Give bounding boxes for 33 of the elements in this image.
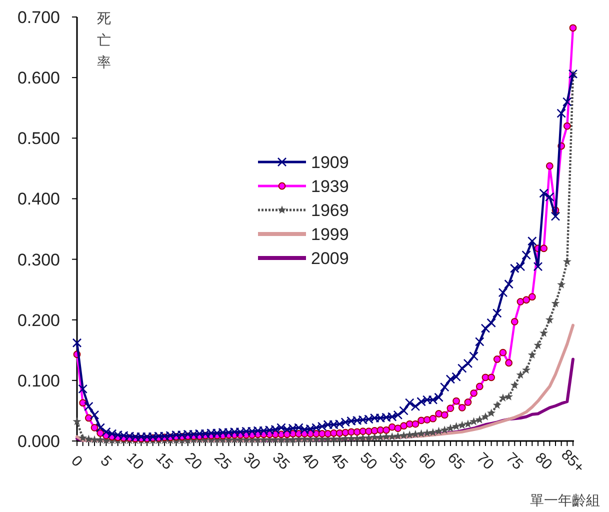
x-tick-label: 30 [240, 449, 264, 474]
x-tick-label: 15 [152, 449, 176, 474]
x-tick-label: 85+ [558, 446, 588, 477]
x-tick-label: 0 [68, 452, 86, 470]
legend-label: 2009 [311, 249, 349, 268]
x-tick-label: 75 [502, 449, 526, 474]
x-tick-label: 60 [414, 449, 439, 474]
legend-label: 1909 [311, 153, 349, 172]
y-tick-label: 0.200 [17, 310, 60, 330]
x-tick-label: 40 [298, 449, 322, 474]
x-tick-label: 55 [386, 449, 410, 474]
y-axis-title: 死亡率 [97, 10, 111, 70]
x-tick-label: 80 [532, 449, 556, 474]
x-axis-title: 單一年齡組 [530, 492, 600, 508]
y-tick-label: 0.400 [17, 190, 60, 209]
x-tick-label: 35 [268, 449, 293, 474]
x-tick-label: 45 [327, 449, 352, 474]
x-tick-label: 70 [473, 449, 498, 474]
x-tick-label: 65 [444, 449, 468, 474]
legend-label: 1999 [311, 225, 349, 244]
legend-label: 1939 [311, 177, 349, 196]
y-tick-label: 0.700 [17, 8, 60, 27]
y-tick-label: 0.000 [17, 432, 60, 451]
y-tick-label: 0.300 [17, 250, 60, 270]
x-tick-label: 20 [181, 449, 206, 474]
y-tick-label: 0.600 [17, 68, 60, 88]
y-tick-label: 0.100 [17, 371, 60, 390]
x-tick-label: 25 [210, 449, 234, 474]
legend-label: 1969 [311, 201, 349, 220]
x-tick-label: 50 [356, 449, 380, 474]
x-tick-label: 5 [96, 452, 115, 470]
x-tick-label: 10 [123, 449, 147, 474]
y-tick-label: 0.500 [17, 129, 60, 148]
